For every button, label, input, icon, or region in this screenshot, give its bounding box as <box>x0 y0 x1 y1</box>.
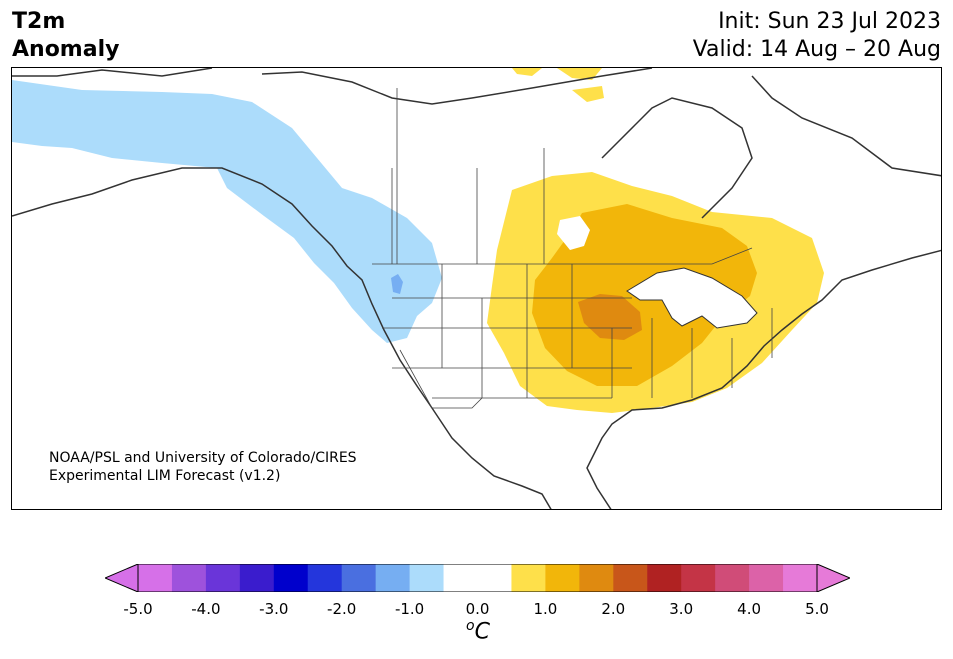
colorbar-tick-label: 1.0 <box>533 600 558 618</box>
lake-patch <box>557 216 590 250</box>
colorbar-cells <box>105 564 850 592</box>
colorbar-cell <box>749 564 784 592</box>
valid-dates: Valid: 14 Aug – 20 Aug <box>692 37 941 62</box>
colorbar-cell <box>443 564 478 592</box>
cool-spot <box>391 274 403 294</box>
colorbar-cell <box>307 564 343 592</box>
forecast-dates: Init: Sun 23 Jul 2023 Valid: 14 Aug – 20… <box>693 8 941 64</box>
credit-line-2: Experimental LIM Forecast (v1.2) <box>49 468 281 484</box>
colorbar-tick-label: -2.0 <box>327 600 357 618</box>
colorbar-extend-high <box>816 564 850 592</box>
coastline <box>12 68 941 509</box>
colorbar-cell <box>715 564 750 592</box>
colorbar-tick-label: 0.0 <box>465 600 490 618</box>
colorbar-cell <box>511 564 546 592</box>
credit-text: NOAA/PSL and University of Colorado/CIRE… <box>49 449 357 485</box>
colorbar-extend-low <box>105 564 139 592</box>
colorbar-cell <box>409 564 445 592</box>
cool-anomaly-region <box>12 80 442 343</box>
colorbar-tick-label: 4.0 <box>737 600 762 618</box>
map-svg <box>12 68 941 509</box>
map-title: T2m Anomaly <box>12 8 119 64</box>
title-variable: T2m <box>12 9 66 34</box>
colorbar-cell <box>579 564 614 592</box>
colorbar-cell <box>239 564 275 592</box>
colorbar-cell <box>375 564 411 592</box>
colorbar-tick-label: -4.0 <box>191 600 221 618</box>
colorbar-cell <box>477 564 512 592</box>
colorbar-tick-label: 2.0 <box>601 600 626 618</box>
title-anomaly: Anomaly <box>12 37 120 62</box>
colorbar-cell <box>138 564 173 592</box>
warm-region-3 <box>578 294 642 340</box>
colorbar-cell <box>341 564 377 592</box>
colorbar-cell <box>273 564 309 592</box>
colorbar-cell <box>681 564 716 592</box>
great-lakes <box>626 267 758 329</box>
colorbar-tick-label: 3.0 <box>669 600 694 618</box>
credit-line-1: NOAA/PSL and University of Colorado/CIRE… <box>49 450 357 466</box>
init-date: Init: Sun 23 Jul 2023 <box>718 9 941 34</box>
map-panel: NOAA/PSL and University of Colorado/CIRE… <box>11 67 942 510</box>
colorbar-cell <box>647 564 682 592</box>
colorbar-tick-label: -5.0 <box>123 600 153 618</box>
colorbar-tick-label: 5.0 <box>805 600 829 618</box>
colorbar-units: oC <box>466 618 490 645</box>
colorbar-cell <box>783 564 818 592</box>
colorbar-tick-label: -3.0 <box>259 600 289 618</box>
colorbar-tick-label: -1.0 <box>394 600 425 618</box>
colorbar-frame <box>137 564 818 592</box>
colorbar-cell <box>545 564 580 592</box>
political-borders <box>372 88 773 409</box>
colorbar-cell <box>205 564 241 592</box>
colorbar <box>105 564 850 592</box>
colorbar-cell <box>613 564 648 592</box>
arctic-warm <box>512 68 604 102</box>
colorbar-cell <box>171 564 207 592</box>
